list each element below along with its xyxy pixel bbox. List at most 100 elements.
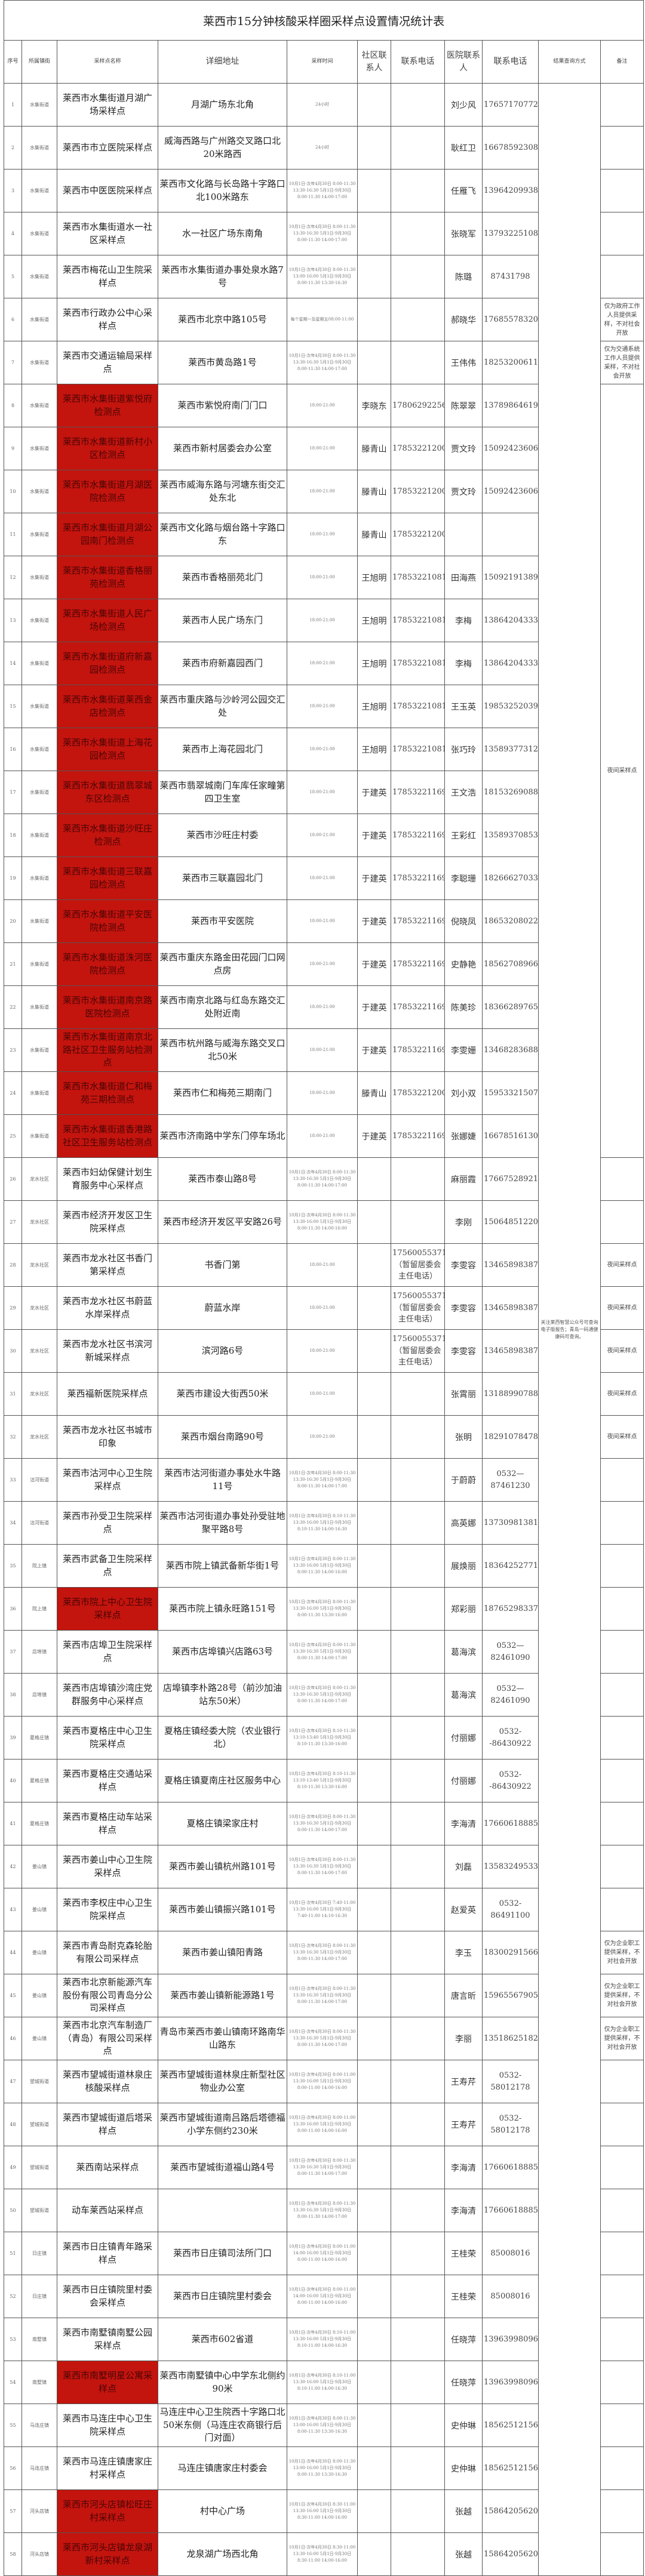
cell-no: 27 [4,1200,22,1244]
cell-remarks [600,255,644,298]
table-row: 32 龙水社区 莱西市龙水社区书城市印象 莱西市烟台南路90号 18:00-21:00 张… [4,1415,644,1459]
cell-community-phone: 17853221081 [391,556,445,599]
cell-site-name: 莱西市水集街道水一社区采样点 [57,212,158,255]
table-row: 47 望城街道 莱西市望城街道林泉庄核酸采样点 莱西市望城街道林泉庄新型社区物业办公室… [4,2060,644,2103]
cell-remarks [600,2275,644,2318]
cell-hospital-contact: 张晓军 [444,212,483,255]
cell-site-name: 莱西市日庄镇青年路采样点 [57,2232,158,2275]
cell-hospital-contact: 于蔚蔚 [444,1458,483,1502]
cell-hospital-contact: 李雯姗 [444,1028,483,1072]
table-row: 15 水集街道 莱西市水集街道莱西金店检测点 莱西市重庆路与沙岭河公园交汇处 18:00… [4,685,644,728]
cell-no: 56 [4,2446,22,2490]
cell-community-contact [357,1673,391,1717]
cell-town: 水集街道 [22,1114,57,1158]
cell-community-phone: 17853221200 [391,427,445,470]
cell-town: 沽河街道 [22,1501,57,1545]
cell-hospital-contact: 张越 [444,2532,483,2576]
cell-town: 龙水社区 [22,1415,57,1459]
cell-time: 18:00-21:00 [287,513,358,556]
cell-address: 莱西市望城街道福山路4号 [158,2146,287,2189]
cell-remarks [600,1458,644,1502]
cell-time: 18:00-21:00 [287,685,358,728]
cell-community-phone [391,1458,445,1502]
cell-hospital-phone: 13789864619 [482,384,539,427]
cell-town: 水集街道 [22,384,57,427]
cell-hospital-contact: 郑彩丽 [444,1587,483,1631]
cell-hospital-contact: 李刚 [444,1200,483,1244]
table-row: 31 龙水社区 莱西福新医院采样点 莱西市建设大街西50米 18:00-21:00 张霄丽… [4,1372,644,1416]
cell-town: 水集街道 [22,985,57,1029]
cell-time: 10月1日-次年4月30日 8:10-11:30 13:10-13:40 5月1… [287,1716,358,1760]
cell-community-contact [357,2146,391,2189]
cell-address: 莱西市重庆东路金田花园门口网点房 [158,942,287,986]
cell-hospital-phone: 18300291566 [482,1931,539,1974]
cell-site-name: 莱西市水集街道香格丽苑检测点 [57,556,158,599]
cell-site-name: 莱西市龙水社区书香门第采样点 [57,1243,158,1287]
cell-hospital-phone: 0532—82461090 [482,1673,539,1717]
cell-hospital-contact: 李梅 [444,642,483,685]
cell-community-contact: 王旭明 [357,642,391,685]
cell-community-contact [357,255,391,298]
cell-town: 日庄镇 [22,2275,57,2318]
cell-town: 水集街道 [22,470,57,513]
cell-time: 18:00-21:00 [287,985,358,1029]
cell-address: 莱西市沽河街道办事处孙受驻地聚平路8号 [158,1501,287,1545]
cell-community-phone: 17853221169 [391,814,445,857]
cell-hospital-phone: 18364252771 [482,1544,539,1588]
header-hospital-phone: 联系电话 [482,40,539,84]
table-row: 46 姜山镇 莱西市北京汽车制造厂（青岛）有限公司采样点 青岛市莱西市姜山镇南环路南华… [4,2017,644,2060]
table-row: 50 望城街道 动车莱西站采样点 10月1日-次年4月30日 8:00-11:30 1… [4,2189,644,2232]
cell-no: 35 [4,1544,22,1588]
cell-no: 42 [4,1845,22,1888]
cell-site-name: 莱西市水集街道人民广场检测点 [57,599,158,642]
cell-site-name: 莱西市梅花山卫生院采样点 [57,255,158,298]
table-row: 1 水集街道 莱西市水集街道月湖广场采样点 月湖广场东北角 24小时 刘少风 1765717… [4,83,644,2576]
table-row: 39 夏格庄镇 莱西市夏格庄中心卫生院采样点 夏格庄镇经委大院（农业银行北） 10月1日… [4,1716,644,1760]
cell-hospital-contact: 王寿芹 [444,2060,483,2103]
header-no: 序号 [4,40,22,84]
table-row: 43 姜山镇 莱西市李权庄中心卫生院采样点 莱西市姜山镇振兴路101号 10月1日-次年… [4,1888,644,1931]
cell-hospital-phone: 13465898387 [482,1243,539,1287]
cell-time: 10月1日-次年4月30日 8:00-11:30 13:30-16:30 5月1… [287,341,358,384]
cell-community-contact [357,1329,391,1373]
cell-community-contact [357,212,391,255]
table-row: 19 水集街道 莱西市水集街道三联嘉园检测点 莱西市三联嘉园北门 18:00-21:00… [4,856,644,900]
cell-hospital-phone: 17685578320 [482,298,539,341]
cell-community-contact: 于建英 [357,771,391,814]
cell-no: 45 [4,1974,22,2017]
cell-community-contact: 于建英 [357,1028,391,1072]
cell-community-phone [391,1716,445,1760]
cell-town: 水集街道 [22,556,57,599]
cell-hospital-contact: 耿红卫 [444,126,483,170]
cell-site-name: 莱西市中医医院采样点 [57,169,158,212]
cell-remarks: 夜间采样点 [600,1243,644,1287]
cell-hospital-phone: 15064851220 [482,1200,539,1244]
cell-remarks [600,1845,644,1888]
cell-hospital-phone: 13864204333 [482,599,539,642]
cell-town: 院上镇 [22,1544,57,1588]
cell-no: 33 [4,1458,22,1502]
cell-no: 55 [4,2404,22,2447]
header-community-contact: 社区联系人 [357,40,391,84]
table-row: 42 姜山镇 莱西市姜山中心卫生院采样点 莱西市姜山镇杭州路101号 10月1日-次年4… [4,1845,644,1888]
cell-remarks [600,2060,644,2103]
cell-no: 37 [4,1630,22,1674]
cell-site-name: 莱西市沽河中心卫生院采样点 [57,1458,158,1502]
cell-site-name: 莱西市水集街道月湖广场采样点 [57,83,158,127]
cell-town: 夏格庄镇 [22,1759,57,1802]
cell-remarks: 夜间采样点 [600,1415,644,1459]
cell-community-phone [391,1888,445,1931]
cell-address: 莱西市泰山路8号 [158,1157,287,1201]
cell-time: 10月1日-次年4月30日 8:00-11:00 13:30-16:00 5月1… [287,2103,358,2146]
cell-time: 18:00-21:00 [287,470,358,513]
cell-town: 马连庄镇 [22,2446,57,2490]
cell-community-contact [357,1587,391,1631]
cell-remarks [600,2361,644,2404]
cell-site-name: 莱西市店埠卫生院采样点 [57,1630,158,1674]
table-row: 56 马连庄镇 莱西市马连庄镇唐家庄村采样点 马连庄镇唐家庄村委会 10月1日-次年4月… [4,2446,644,2490]
cell-hospital-contact: 史仲琳 [444,2446,483,2490]
cell-community-contact: 王旭明 [357,728,391,771]
cell-address: 莱西市院上镇武备新华街1号 [158,1544,287,1588]
cell-site-name: 莱西市李权庄中心卫生院采样点 [57,1888,158,1931]
cell-site-name: 莱西市行政办公中心采样点 [57,298,158,341]
